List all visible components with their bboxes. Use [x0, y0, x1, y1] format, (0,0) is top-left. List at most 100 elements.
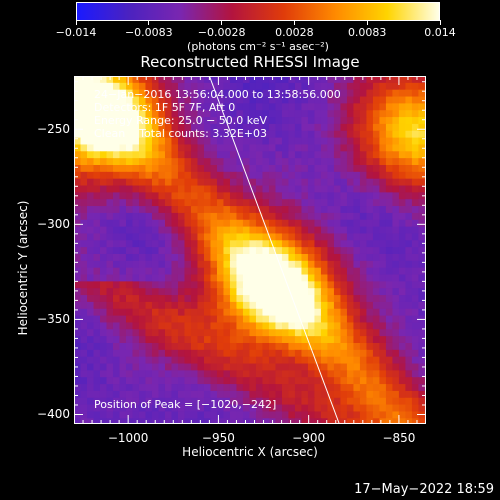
heatmap-cell: [359, 288, 367, 296]
heatmap-cell: [288, 377, 296, 385]
heatmap-cell: [301, 192, 309, 200]
heatmap-cell: [333, 288, 341, 296]
heatmap-cell: [275, 226, 283, 235]
heatmap-cell: [333, 247, 341, 255]
heatmap-cell: [294, 260, 302, 269]
heatmap-cell: [132, 233, 140, 241]
heatmap-cell: [288, 185, 296, 193]
heatmap-cell: [145, 397, 153, 406]
heatmap-cell: [125, 315, 133, 324]
colorbar-tick-mark: [148, 20, 150, 25]
heatmap-cell: [392, 240, 400, 248]
heatmap-cell: [392, 144, 400, 152]
heatmap-cell: [99, 342, 107, 351]
heatmap-cell: [327, 377, 335, 385]
heatmap-cell: [353, 117, 361, 125]
heatmap-cell: [223, 165, 231, 173]
heatmap-cell: [275, 110, 283, 118]
heatmap-cell: [132, 329, 140, 337]
heatmap-cell: [262, 253, 270, 262]
heatmap-cell: [418, 151, 426, 159]
heatmap-cell: [333, 390, 341, 399]
heatmap-cell: [119, 411, 127, 419]
heatmap-cell: [236, 226, 244, 235]
heatmap-cell: [275, 404, 283, 413]
heatmap-cell: [359, 206, 367, 214]
heatmap-cell: [184, 336, 192, 344]
heatmap-cell: [340, 260, 348, 269]
heatmap-cell: [268, 96, 276, 104]
heatmap-cell: [177, 308, 185, 317]
heatmap-cell: [106, 322, 114, 330]
heatmap-cell: [385, 301, 393, 310]
heatmap-cell: [119, 212, 127, 221]
heatmap-cell: [307, 322, 315, 330]
heatmap-cell: [236, 158, 244, 166]
heatmap-cell: [145, 123, 153, 132]
heatmap-cell: [346, 103, 354, 111]
heatmap-cell: [301, 363, 309, 371]
heatmap-cell: [255, 301, 263, 310]
heatmap-cell: [314, 206, 322, 214]
heatmap-cell: [366, 342, 374, 351]
heatmap-cell: [106, 206, 114, 214]
heatmap-cell: [281, 308, 289, 317]
heatmap-cell: [314, 342, 322, 351]
heatmap-cell: [359, 82, 367, 91]
heatmap-cell: [210, 390, 218, 399]
heatmap-cell: [385, 178, 393, 187]
heatmap-cell: [333, 356, 341, 365]
heatmap-cell: [320, 110, 328, 118]
heatmap-cell: [262, 363, 270, 371]
heatmap-cell: [340, 137, 348, 146]
heatmap-cell: [359, 117, 367, 125]
heatmap-cell: [74, 247, 81, 255]
heatmap-cell: [151, 349, 159, 358]
heatmap-cell: [119, 130, 127, 139]
heatmap-cell: [177, 226, 185, 235]
heatmap-cell: [281, 240, 289, 248]
heatmap-cell: [366, 322, 374, 330]
heatmap-cell: [301, 137, 309, 146]
heatmap-cell: [138, 151, 146, 159]
heatmap-cell: [158, 240, 166, 248]
heatmap-cell: [288, 390, 296, 399]
heatmap-cell: [333, 123, 341, 132]
heatmap-cell: [177, 397, 185, 406]
heatmap-cell: [262, 103, 270, 111]
heatmap-cell: [216, 308, 224, 317]
heatmap-cell: [366, 123, 374, 132]
heatmap-cell: [203, 130, 211, 139]
heatmap-cell: [255, 123, 263, 132]
heatmap-cell: [93, 397, 101, 406]
heatmap-cell: [385, 199, 393, 207]
heatmap-cell: [262, 82, 270, 91]
heatmap-cell: [184, 96, 192, 104]
heatmap-cell: [327, 342, 335, 351]
heatmap-cell: [405, 117, 413, 125]
heatmap-cell: [132, 185, 140, 193]
heatmap-cell: [359, 123, 367, 132]
heatmap-cell: [87, 144, 94, 152]
heatmap-cell: [151, 144, 159, 152]
heatmap-cell: [268, 185, 276, 193]
heatmap-cell: [398, 89, 406, 98]
heatmap-cell: [366, 233, 374, 241]
heatmap-cell: [294, 356, 302, 365]
heatmap-cell: [99, 151, 107, 159]
heatmap-cell: [87, 178, 94, 187]
heatmap-cell: [398, 165, 406, 173]
heatmap-cell: [333, 404, 341, 413]
heatmap-cell: [125, 226, 133, 235]
heatmap-cell: [145, 165, 153, 173]
heatmap-cell: [255, 82, 263, 91]
heatmap-cell: [379, 390, 387, 399]
heatmap-cell: [80, 110, 88, 118]
heatmap-cell: [132, 240, 140, 248]
heatmap-cell: [125, 349, 133, 358]
heatmap-cell: [307, 253, 315, 262]
heatmap-cell: [418, 274, 426, 282]
heatmap-cell: [255, 308, 263, 317]
heatmap-cell: [320, 123, 328, 132]
heatmap-cell: [145, 322, 153, 330]
